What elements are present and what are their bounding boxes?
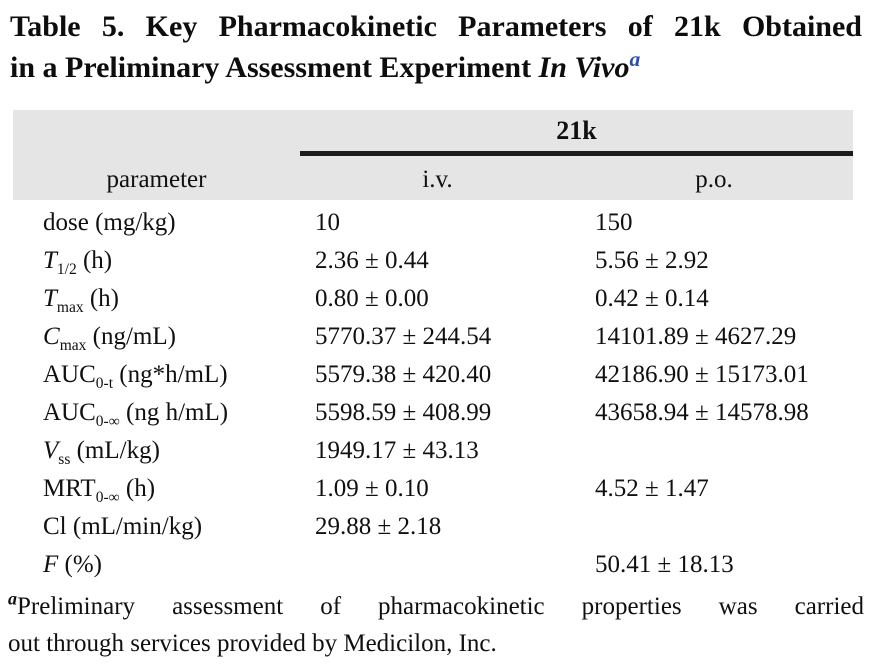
table-row: AUC0-t (ng*h/mL) 5579.38 ± 420.40 42186.90…: [13, 356, 853, 394]
parameter-label: AUC0-∞ (ng h/mL): [43, 399, 229, 430]
column-header-parameter: parameter: [106, 166, 207, 193]
footnote-line2: out through services provided by Medicil…: [8, 630, 497, 657]
po-value: 4.52 ± 1.47: [595, 475, 709, 502]
table-title-invivo: In Vivo: [538, 51, 630, 84]
footnote-line1-text: Preliminary assessment of pharmacokineti…: [17, 593, 864, 620]
parameter-label: Tmax (h): [43, 285, 119, 316]
parameter-label: dose (mg/kg): [43, 209, 176, 236]
parameter-label: MRT0-∞ (h): [43, 475, 156, 506]
parameter-label: T1/2 (h): [43, 247, 113, 278]
iv-value: 5579.38 ± 420.40: [315, 361, 492, 388]
table-footnote: aPreliminary assessment of pharmacokinet…: [8, 588, 864, 662]
table-row: Cl (mL/min/kg) 29.88 ± 2.18: [13, 508, 853, 546]
iv-value: 5770.37 ± 244.54: [315, 323, 492, 350]
table-row: Vss (mL/kg) 1949.17 ± 43.13: [13, 432, 853, 470]
table-row: AUC0-∞ (ng h/mL) 5598.59 ± 408.99 43658.94…: [13, 394, 853, 432]
parameter-label: Cl (mL/min/kg): [43, 513, 203, 540]
parameter-label: F (%): [43, 551, 103, 578]
column-headers-row: parameter i.v. p.o.: [13, 160, 853, 200]
iv-value: 1949.17 ± 43.13: [315, 437, 479, 464]
footnote-line1: aPreliminary assessment of pharmacokinet…: [8, 588, 864, 625]
iv-value: 10: [315, 209, 340, 236]
header-rule: [300, 151, 853, 156]
column-header-po: p.o.: [695, 166, 733, 193]
title-footnote-marker: a: [629, 47, 641, 71]
table-row: dose (mg/kg) 10 150: [13, 204, 853, 242]
po-value: 0.42 ± 0.14: [595, 285, 709, 312]
po-value: 43658.94 ± 14578.98: [595, 399, 809, 426]
iv-value: 2.36 ± 0.44: [315, 247, 429, 274]
iv-value: [315, 546, 595, 584]
column-group-header-21k: 21k: [556, 116, 597, 145]
table-header-band: 21k parameter i.v. p.o.: [13, 110, 853, 200]
parameter-label: Vss (mL/kg): [43, 437, 160, 468]
po-value: 14101.89 ± 4627.29: [595, 323, 797, 350]
table-title-line2: in a Preliminary Assessment Experiment I…: [10, 47, 862, 88]
iv-value: 1.09 ± 0.10: [315, 475, 429, 502]
table-row: Cmax (ng/mL) 5770.37 ± 244.54 14101.89 ± 4…: [13, 318, 853, 356]
iv-value: 29.88 ± 2.18: [315, 513, 442, 540]
table-body: dose (mg/kg) 10 150 T1/2 (h) 2.36 ± 0.44 5.56…: [13, 204, 853, 584]
iv-value: 0.80 ± 0.00: [315, 285, 429, 312]
table-row: T1/2 (h) 2.36 ± 0.44 5.56 ± 2.92: [13, 242, 853, 280]
po-value: [595, 508, 853, 546]
iv-value: 5598.59 ± 408.99: [315, 399, 492, 426]
po-value: 42186.90 ± 15173.01: [595, 361, 809, 388]
po-value: [595, 432, 853, 470]
table-row: Tmax (h) 0.80 ± 0.00 0.42 ± 0.14: [13, 280, 853, 318]
parameter-label: AUC0-t (ng*h/mL): [43, 361, 228, 392]
table-title-line2-text: in a Preliminary Assessment Experiment: [10, 51, 539, 84]
po-value: 150: [595, 209, 633, 236]
po-value: 5.56 ± 2.92: [595, 247, 709, 274]
table-title-line1: Table 5. Key Pharmacokinetic Parameters …: [10, 10, 862, 43]
parameter-label: Cmax (ng/mL): [43, 323, 176, 354]
table-row: MRT0-∞ (h) 1.09 ± 0.10 4.52 ± 1.47: [13, 470, 853, 508]
table-title: Table 5. Key Pharmacokinetic Parameters …: [10, 6, 862, 88]
footnote-marker: a: [8, 588, 17, 609]
table-row: F (%) 50.41 ± 18.13: [13, 546, 853, 584]
po-value: 50.41 ± 18.13: [595, 551, 734, 578]
column-header-iv: i.v.: [422, 166, 453, 193]
